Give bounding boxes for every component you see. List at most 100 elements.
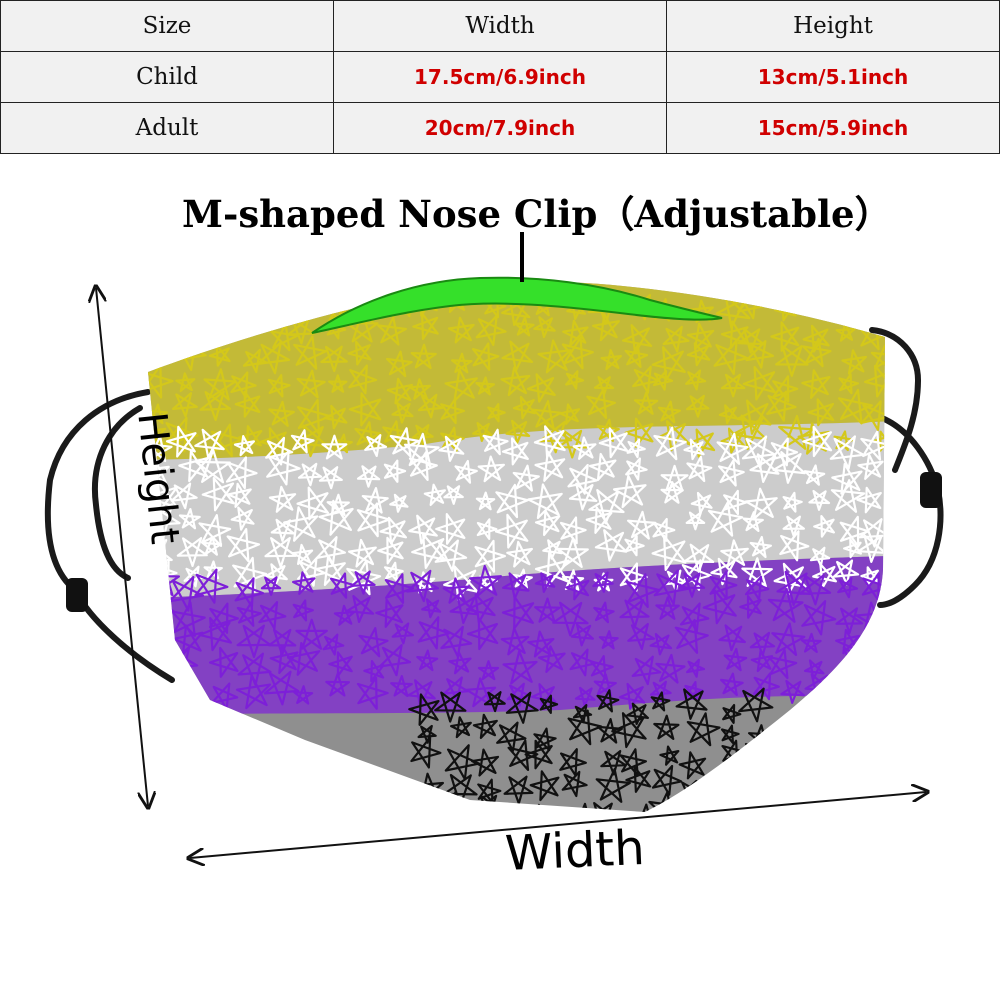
star-decoration [296,369,326,399]
star-decoration [837,388,873,425]
star-decoration [325,672,350,697]
star-decoration [722,704,742,724]
star-decoration [574,686,596,708]
star-decoration [659,745,680,766]
star-decoration [348,364,378,395]
star-decoration [801,600,837,636]
star-decoration [505,691,539,724]
star-decoration [501,437,529,466]
star-decoration [417,616,450,650]
star-decoration [559,748,587,777]
star-decoration [443,565,479,602]
size-cell-child: Child [0,51,334,103]
star-decoration [507,739,539,771]
star-decoration [625,573,660,608]
star-decoration [328,651,353,677]
size-table-row-adult: Adult 20cm/7.9inch 15cm/5.9inch [0,102,1000,154]
star-decoration [323,404,348,430]
star-decoration [328,374,348,393]
star-decoration [232,556,268,593]
star-decoration [268,400,295,427]
star-decoration [686,455,713,483]
star-decoration [350,570,376,595]
star-decoration [465,593,496,624]
width-arrow [190,792,926,858]
left-loop-adjuster [66,578,88,612]
star-decoration [234,390,261,418]
star-decoration [653,714,680,740]
star-decoration [586,388,616,419]
star-decoration [568,482,598,511]
star-decoration [720,724,740,744]
star-decoration [744,575,770,601]
star-decoration [258,601,287,630]
star-decoration [263,670,300,706]
star-decoration [201,535,223,556]
star-decoration [776,570,813,607]
star-decoration [572,704,593,724]
star-decoration [148,344,170,367]
star-decoration [572,436,597,460]
star-decoration [201,289,230,319]
star-decoration [524,739,553,770]
star-decoration [236,624,272,658]
star-decoration [237,652,272,686]
star-decoration [287,317,315,345]
star-decoration [264,536,297,568]
star-decoration [561,336,594,370]
star-decoration [678,751,707,780]
star-decoration [832,559,860,586]
star-decoration [534,450,566,482]
star-decoration [423,483,446,506]
star-decoration [596,689,620,713]
star-decoration [153,327,174,350]
star-decoration [613,474,647,509]
star-decoration [652,370,674,391]
star-decoration [678,572,706,598]
star-decoration [625,457,648,481]
width-label: Width [504,819,646,882]
size-table: Size Width Height Child 17.5cm/6.9inch 1… [0,0,1000,154]
star-decoration [318,466,343,490]
star-decoration [449,594,480,624]
star-decoration [512,395,536,420]
star-decoration [364,434,388,457]
star-decoration [803,464,826,486]
star-decoration [731,414,768,451]
star-decoration [531,400,562,430]
star-decoration [542,539,563,560]
star-decoration [391,401,414,424]
star-decoration [600,349,622,371]
star-decoration [444,368,478,402]
star-decoration [500,627,530,656]
star-decoration [809,546,831,567]
star-decoration [780,679,805,704]
star-decoration [812,563,837,589]
star-decoration [538,645,566,673]
star-decoration [348,392,382,427]
star-decoration [505,419,531,445]
star-decoration [857,453,884,480]
star-decoration [649,633,673,656]
star-decoration [482,428,509,456]
star-decoration [813,515,835,538]
star-decoration [333,604,356,626]
star-decoration [723,647,748,672]
star-decoration [718,459,745,487]
star-decoration [830,479,866,513]
star-decoration [674,618,709,654]
star-decoration [512,464,540,492]
star-decoration [495,483,529,519]
star-decoration [444,744,481,781]
star-decoration [716,432,749,465]
size-header: Size [0,0,334,52]
star-decoration [738,687,774,723]
star-decoration [501,340,534,372]
star-decoration [598,427,629,459]
star-decoration [686,712,721,747]
star-decoration [475,491,496,511]
star-decoration [870,344,885,371]
star-decoration [744,737,776,771]
star-decoration [172,326,192,346]
star-decoration [832,285,862,315]
